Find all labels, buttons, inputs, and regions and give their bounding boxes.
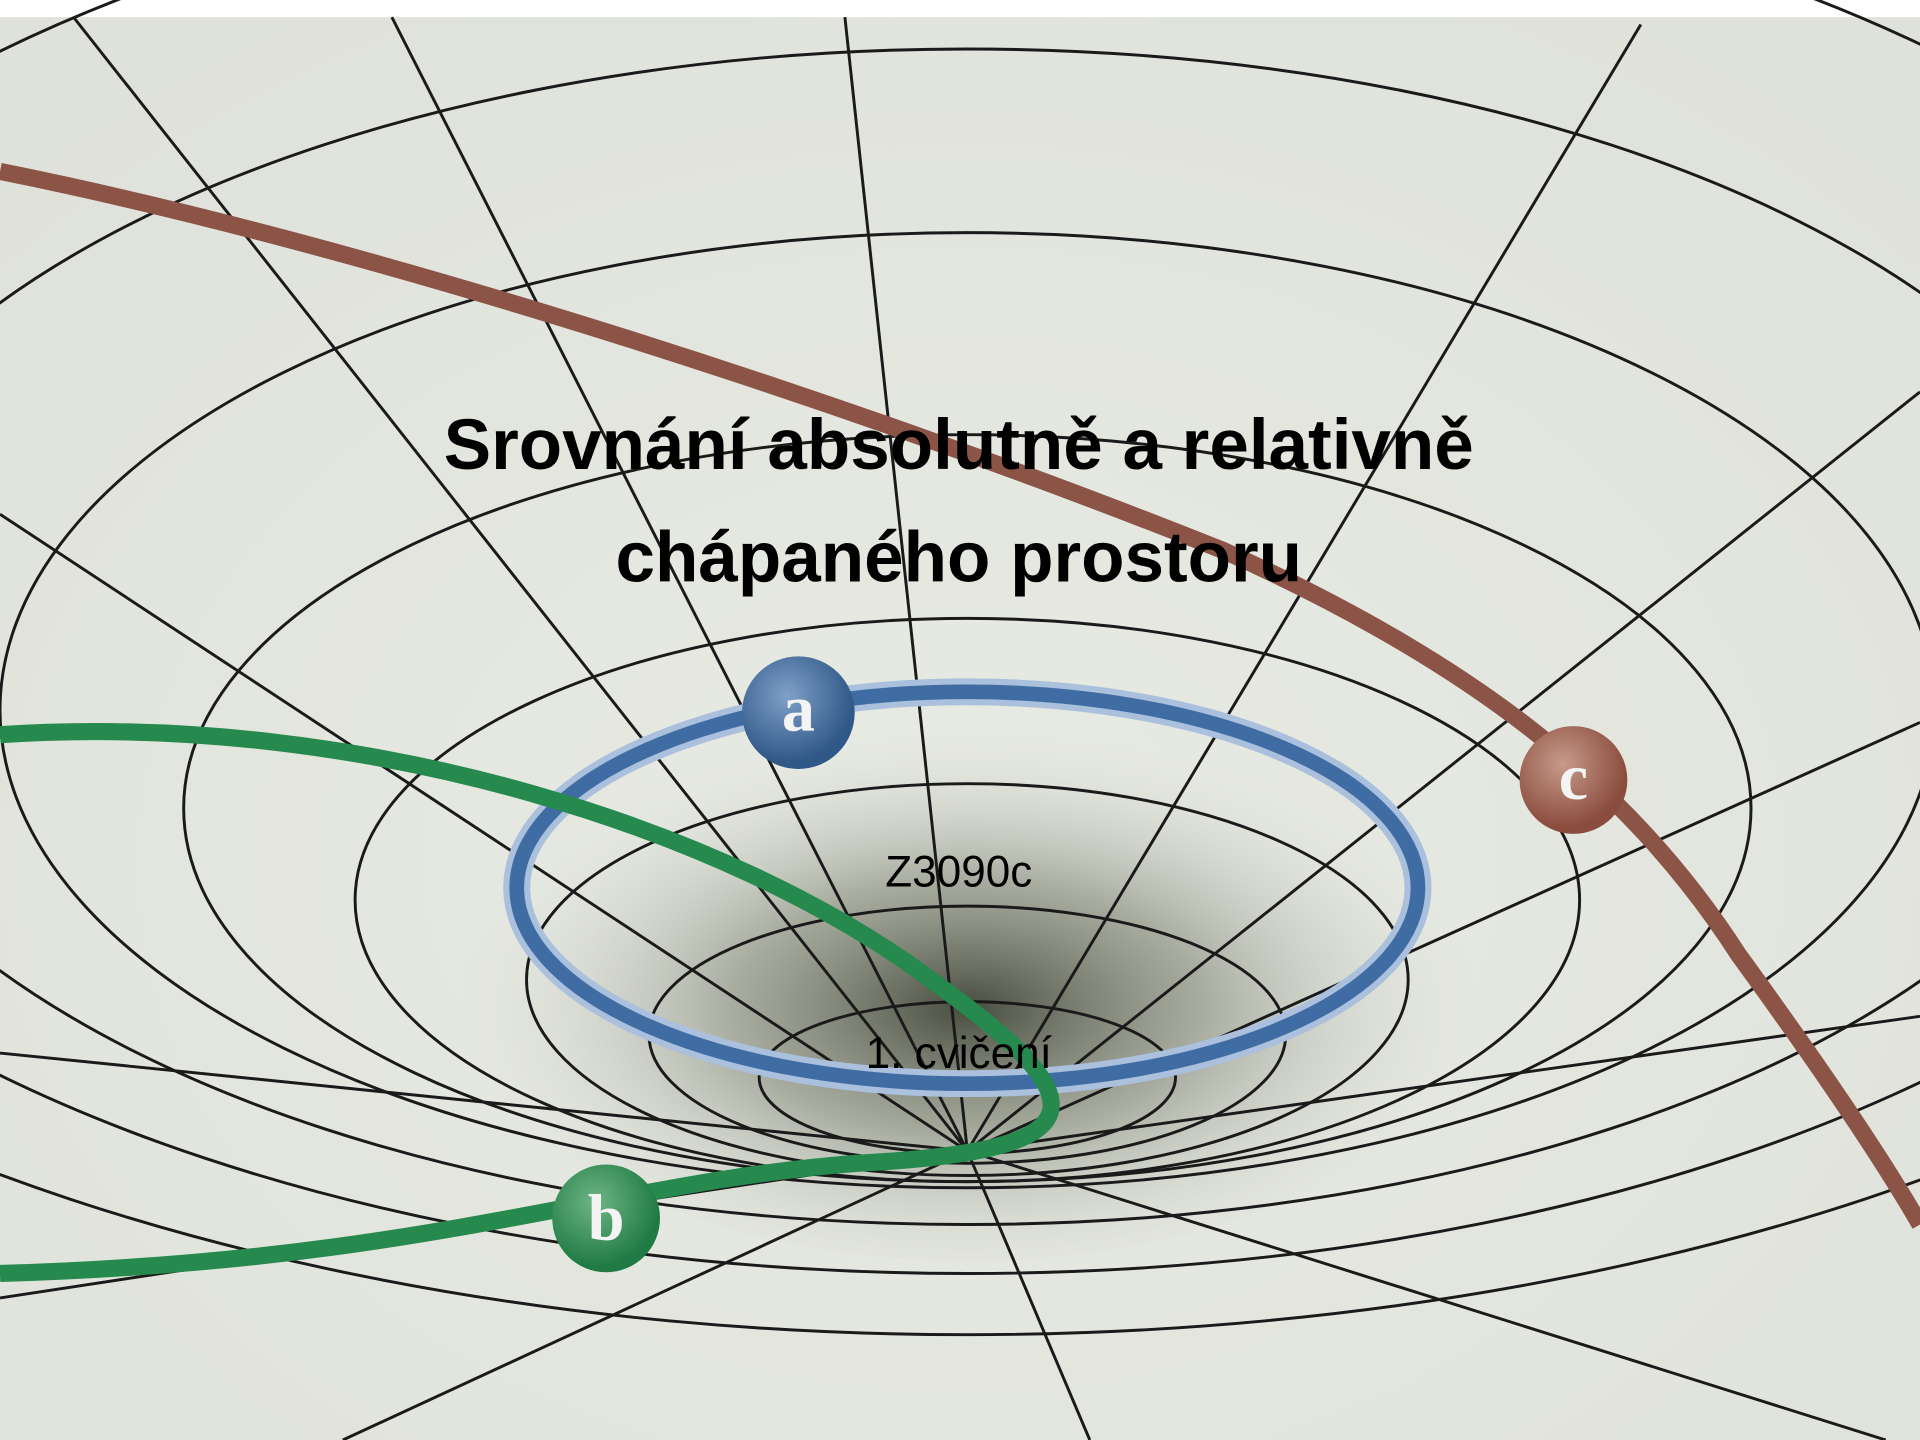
top-strip (0, 0, 1920, 17)
slide: a b c Srovnání absolutně a relativně chá… (0, 0, 1920, 1440)
title-line: Srovnání absolutně a relativně (444, 406, 1474, 485)
subtitle-line: Z3090c (885, 848, 1032, 897)
ball-label: c (1559, 741, 1588, 814)
subtitle-line: 1. cvičení (866, 1029, 1053, 1078)
title-line: chápaného prostoru (616, 519, 1303, 598)
page: a b c Srovnání absolutně a relativně chá… (0, 0, 1920, 1440)
ball-label: b (588, 1182, 625, 1255)
ball-label: a (782, 672, 815, 745)
